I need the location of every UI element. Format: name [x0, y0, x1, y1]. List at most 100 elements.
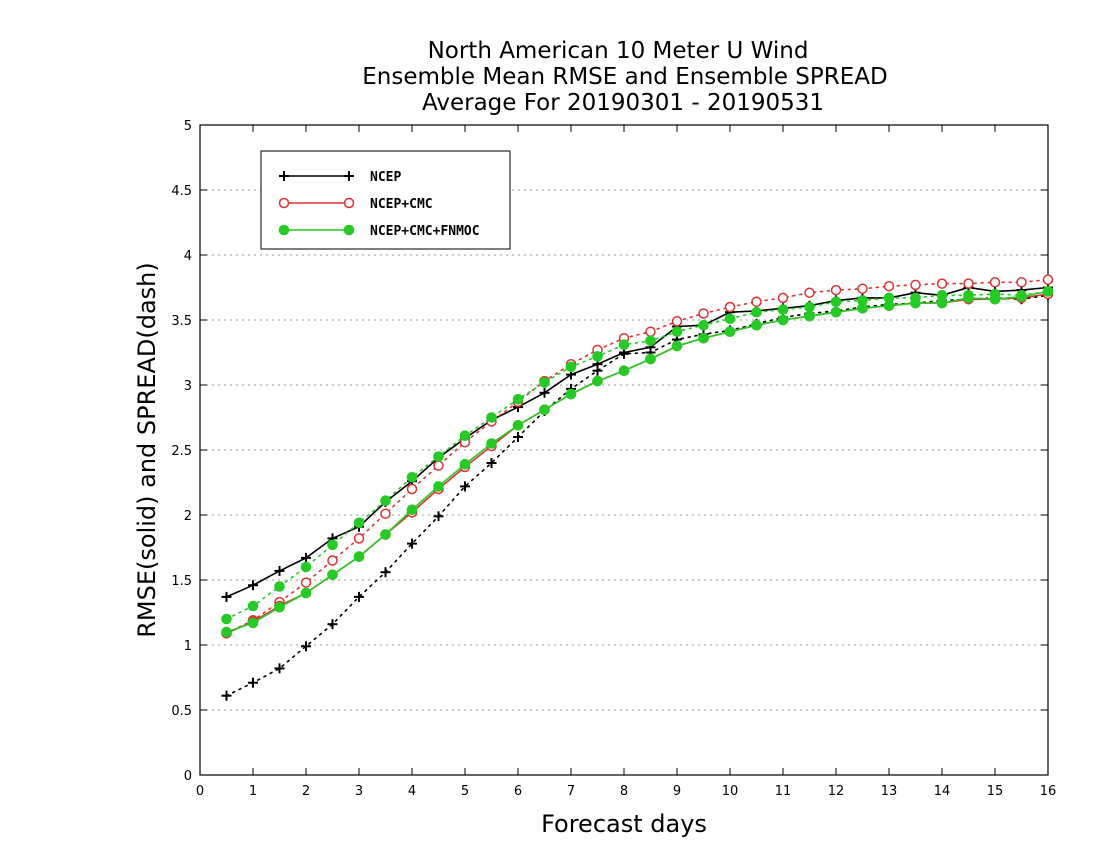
- x-tick-label: 6: [514, 784, 522, 799]
- spread-point: [724, 301, 736, 313]
- rmse-point: [936, 297, 948, 309]
- spread-point: [830, 284, 842, 296]
- x-tick-label: 10: [722, 784, 739, 799]
- legend-marker: [279, 171, 289, 181]
- y-tick-label: 2.5: [171, 444, 192, 459]
- rmse-point: [592, 375, 603, 387]
- y-tick-label: 3: [184, 379, 192, 394]
- y-tick-label: 4: [184, 249, 192, 264]
- legend-marker: [278, 197, 290, 209]
- spread-point: [274, 581, 285, 592]
- spread-point: [989, 277, 1001, 288]
- spread-point: [433, 511, 444, 522]
- spread-point: [777, 292, 789, 304]
- x-tick-label: 5: [461, 784, 469, 799]
- rmse-point: [459, 459, 471, 470]
- spread-point: [433, 460, 444, 471]
- y-tick-label: 0.5: [171, 704, 192, 719]
- spread-point: [804, 301, 815, 313]
- spread-point: [380, 495, 391, 507]
- spread-point: [618, 339, 630, 351]
- rmse-point: [963, 292, 974, 304]
- y-tick-label: 4.5: [171, 184, 192, 199]
- spread-point: [857, 283, 868, 295]
- spread-point: [1042, 274, 1054, 285]
- x-axis: 0 1 2 3 4 5 6 7 8 9 10 11 12 13 14 15 16: [196, 125, 1056, 799]
- spread-point: [777, 304, 789, 315]
- x-tick-label: 9: [673, 784, 681, 799]
- spread-point: [751, 306, 762, 318]
- x-tick-label: 15: [987, 784, 1004, 799]
- chart-title-line-1: North American 10 Meter U Wind: [428, 38, 809, 64]
- series-ncep-cmc: [221, 274, 1054, 639]
- rmse-point: [671, 340, 683, 352]
- spread-point: [380, 508, 391, 519]
- spread-point: [698, 319, 709, 331]
- spread-point: [459, 430, 471, 442]
- rmse-point: [300, 587, 312, 599]
- y-tick-label: 3.5: [171, 314, 192, 329]
- legend-marker: [278, 224, 290, 236]
- rmse-point: [751, 319, 762, 331]
- spread-point: [460, 481, 470, 492]
- legend-item: NCEP+CMC: [278, 197, 433, 212]
- spread-point: [936, 278, 948, 289]
- rmse-point: [539, 404, 550, 416]
- rmse-point: [565, 388, 577, 400]
- legend-item: NCEP+CMC+FNMOC: [278, 224, 480, 239]
- spread-point: [354, 591, 364, 602]
- spread-point: [751, 296, 762, 308]
- y-axis: 0 0.5 1 1.5 2 2.5 3 3.5 4 4.5 5: [171, 119, 1048, 784]
- spread-point: [963, 278, 974, 289]
- legend: NCEP NCEP+CMC NCEP+CMC+FNMOC: [260, 150, 511, 250]
- spread-point: [406, 483, 418, 495]
- spread-point: [353, 517, 365, 529]
- spread-line: [225, 290, 1049, 620]
- spread-point: [724, 313, 736, 325]
- spread-point: [539, 377, 550, 388]
- spread-point: [274, 663, 285, 674]
- spread-point: [830, 296, 842, 308]
- spread-point: [433, 451, 444, 462]
- spread-point: [301, 641, 311, 652]
- y-tick-label: 1: [184, 639, 192, 654]
- series-ncep: [221, 282, 1053, 701]
- x-tick-label: 2: [302, 784, 310, 799]
- y-axis-title: RMSE(solid) and SPREAD(dash): [133, 262, 161, 638]
- y-tick-label: 0: [184, 769, 192, 784]
- x-tick-label: 8: [620, 784, 628, 799]
- spread-point: [804, 287, 815, 298]
- x-tick-label: 11: [775, 784, 792, 799]
- x-tick-label: 1: [249, 784, 257, 799]
- x-tick-label: 16: [1040, 784, 1057, 799]
- legend-item: NCEP: [279, 170, 401, 185]
- spread-point: [645, 335, 656, 347]
- rmse-point: [989, 293, 1001, 305]
- spread-point: [671, 326, 683, 338]
- rmse-point: [274, 602, 285, 613]
- rmse-point: [539, 387, 550, 398]
- rmse-point: [857, 303, 868, 314]
- legend-marker: [343, 197, 355, 209]
- series-ncep-cmc-fnmoc: [221, 286, 1054, 638]
- y-tick-label: 2: [184, 509, 192, 524]
- y-tick-label: 5: [184, 119, 192, 134]
- spread-line: [225, 294, 1049, 697]
- gridlines: [200, 189, 1048, 711]
- spread-point: [565, 361, 577, 373]
- spread-point: [486, 458, 497, 468]
- spread-point: [327, 555, 338, 566]
- rmse-point: [433, 481, 444, 492]
- legend-label: NCEP+CMC+FNMOC: [370, 224, 480, 239]
- rmse-point: [486, 438, 497, 449]
- spread-point: [883, 280, 895, 292]
- rmse-point: [777, 314, 789, 326]
- rmse-point: [910, 297, 921, 309]
- spread-point: [486, 412, 497, 423]
- rmse-point: [830, 306, 842, 318]
- spread-point: [380, 567, 391, 578]
- spread-point: [300, 577, 312, 588]
- chart-title-line-3: Average For 20190301 - 20190531: [422, 90, 824, 116]
- rmse-point: [618, 365, 630, 377]
